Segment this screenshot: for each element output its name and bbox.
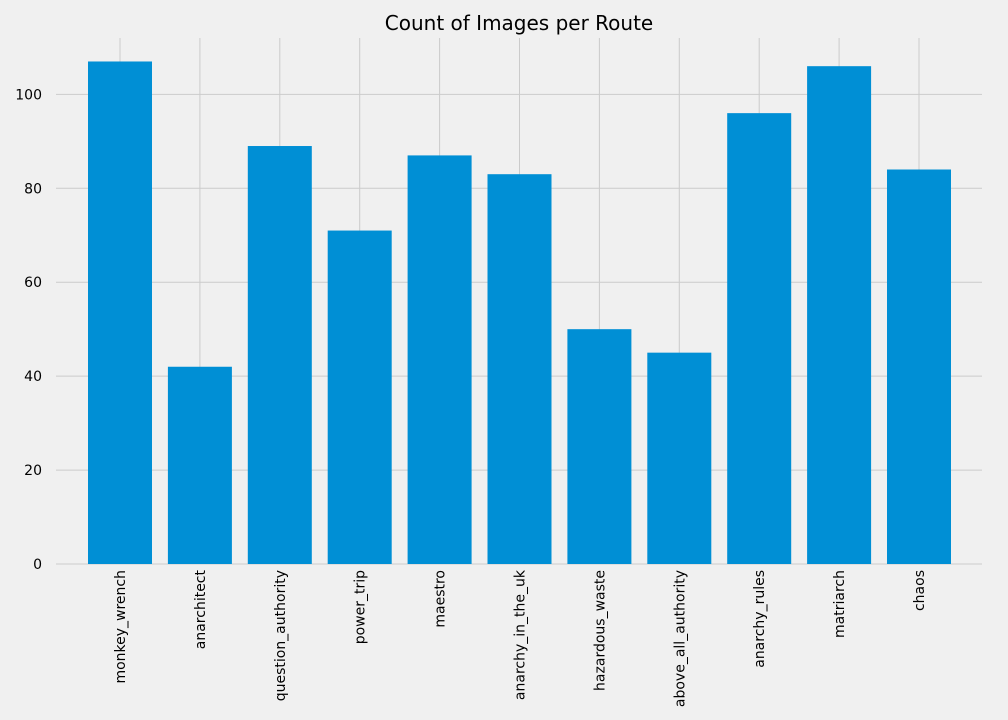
bar-matriarch	[807, 66, 872, 564]
bar-anarchy_in_the_uk	[487, 174, 552, 565]
y-tick-label: 20	[24, 463, 42, 479]
x-tick-label: anarchy_in_the_uk	[513, 569, 529, 700]
bar-question_authority	[247, 146, 312, 564]
bar-hazardous_waste	[567, 329, 632, 564]
bar-above_all_authority	[647, 352, 712, 564]
x-tick-label: power_trip	[353, 570, 369, 644]
x-axis: monkey_wrench anarchitect question_authori…	[113, 569, 928, 707]
bar-anarchitect	[167, 366, 232, 564]
bar-maestro	[407, 155, 472, 565]
bar-chaos	[887, 169, 951, 564]
x-tick-label: above_all_authority	[672, 570, 688, 707]
x-tick-label: anarchitect	[193, 569, 209, 649]
bar-power_trip	[327, 230, 392, 564]
x-tick-label: chaos	[912, 570, 928, 611]
y-tick-label: 40	[24, 369, 42, 385]
y-tick-label: 0	[33, 557, 42, 573]
y-tick-label: 60	[24, 275, 42, 291]
chart-title: Count of Images per Route	[385, 11, 653, 35]
y-axis: 0 20 40 60 80 100	[15, 87, 42, 573]
x-tick-label: anarchy_rules	[752, 570, 768, 668]
bar-monkey_wrench	[88, 61, 152, 564]
x-tick-label: monkey_wrench	[113, 570, 129, 684]
y-tick-label: 80	[24, 181, 42, 197]
y-tick-label: 100	[15, 87, 42, 103]
x-tick-label: matriarch	[832, 570, 848, 638]
x-tick-label: question_authority	[273, 570, 289, 701]
x-tick-label: maestro	[433, 570, 449, 628]
x-tick-label: hazardous_waste	[592, 570, 608, 691]
bars-layer	[88, 61, 951, 565]
bar-anarchy_rules	[727, 113, 792, 565]
